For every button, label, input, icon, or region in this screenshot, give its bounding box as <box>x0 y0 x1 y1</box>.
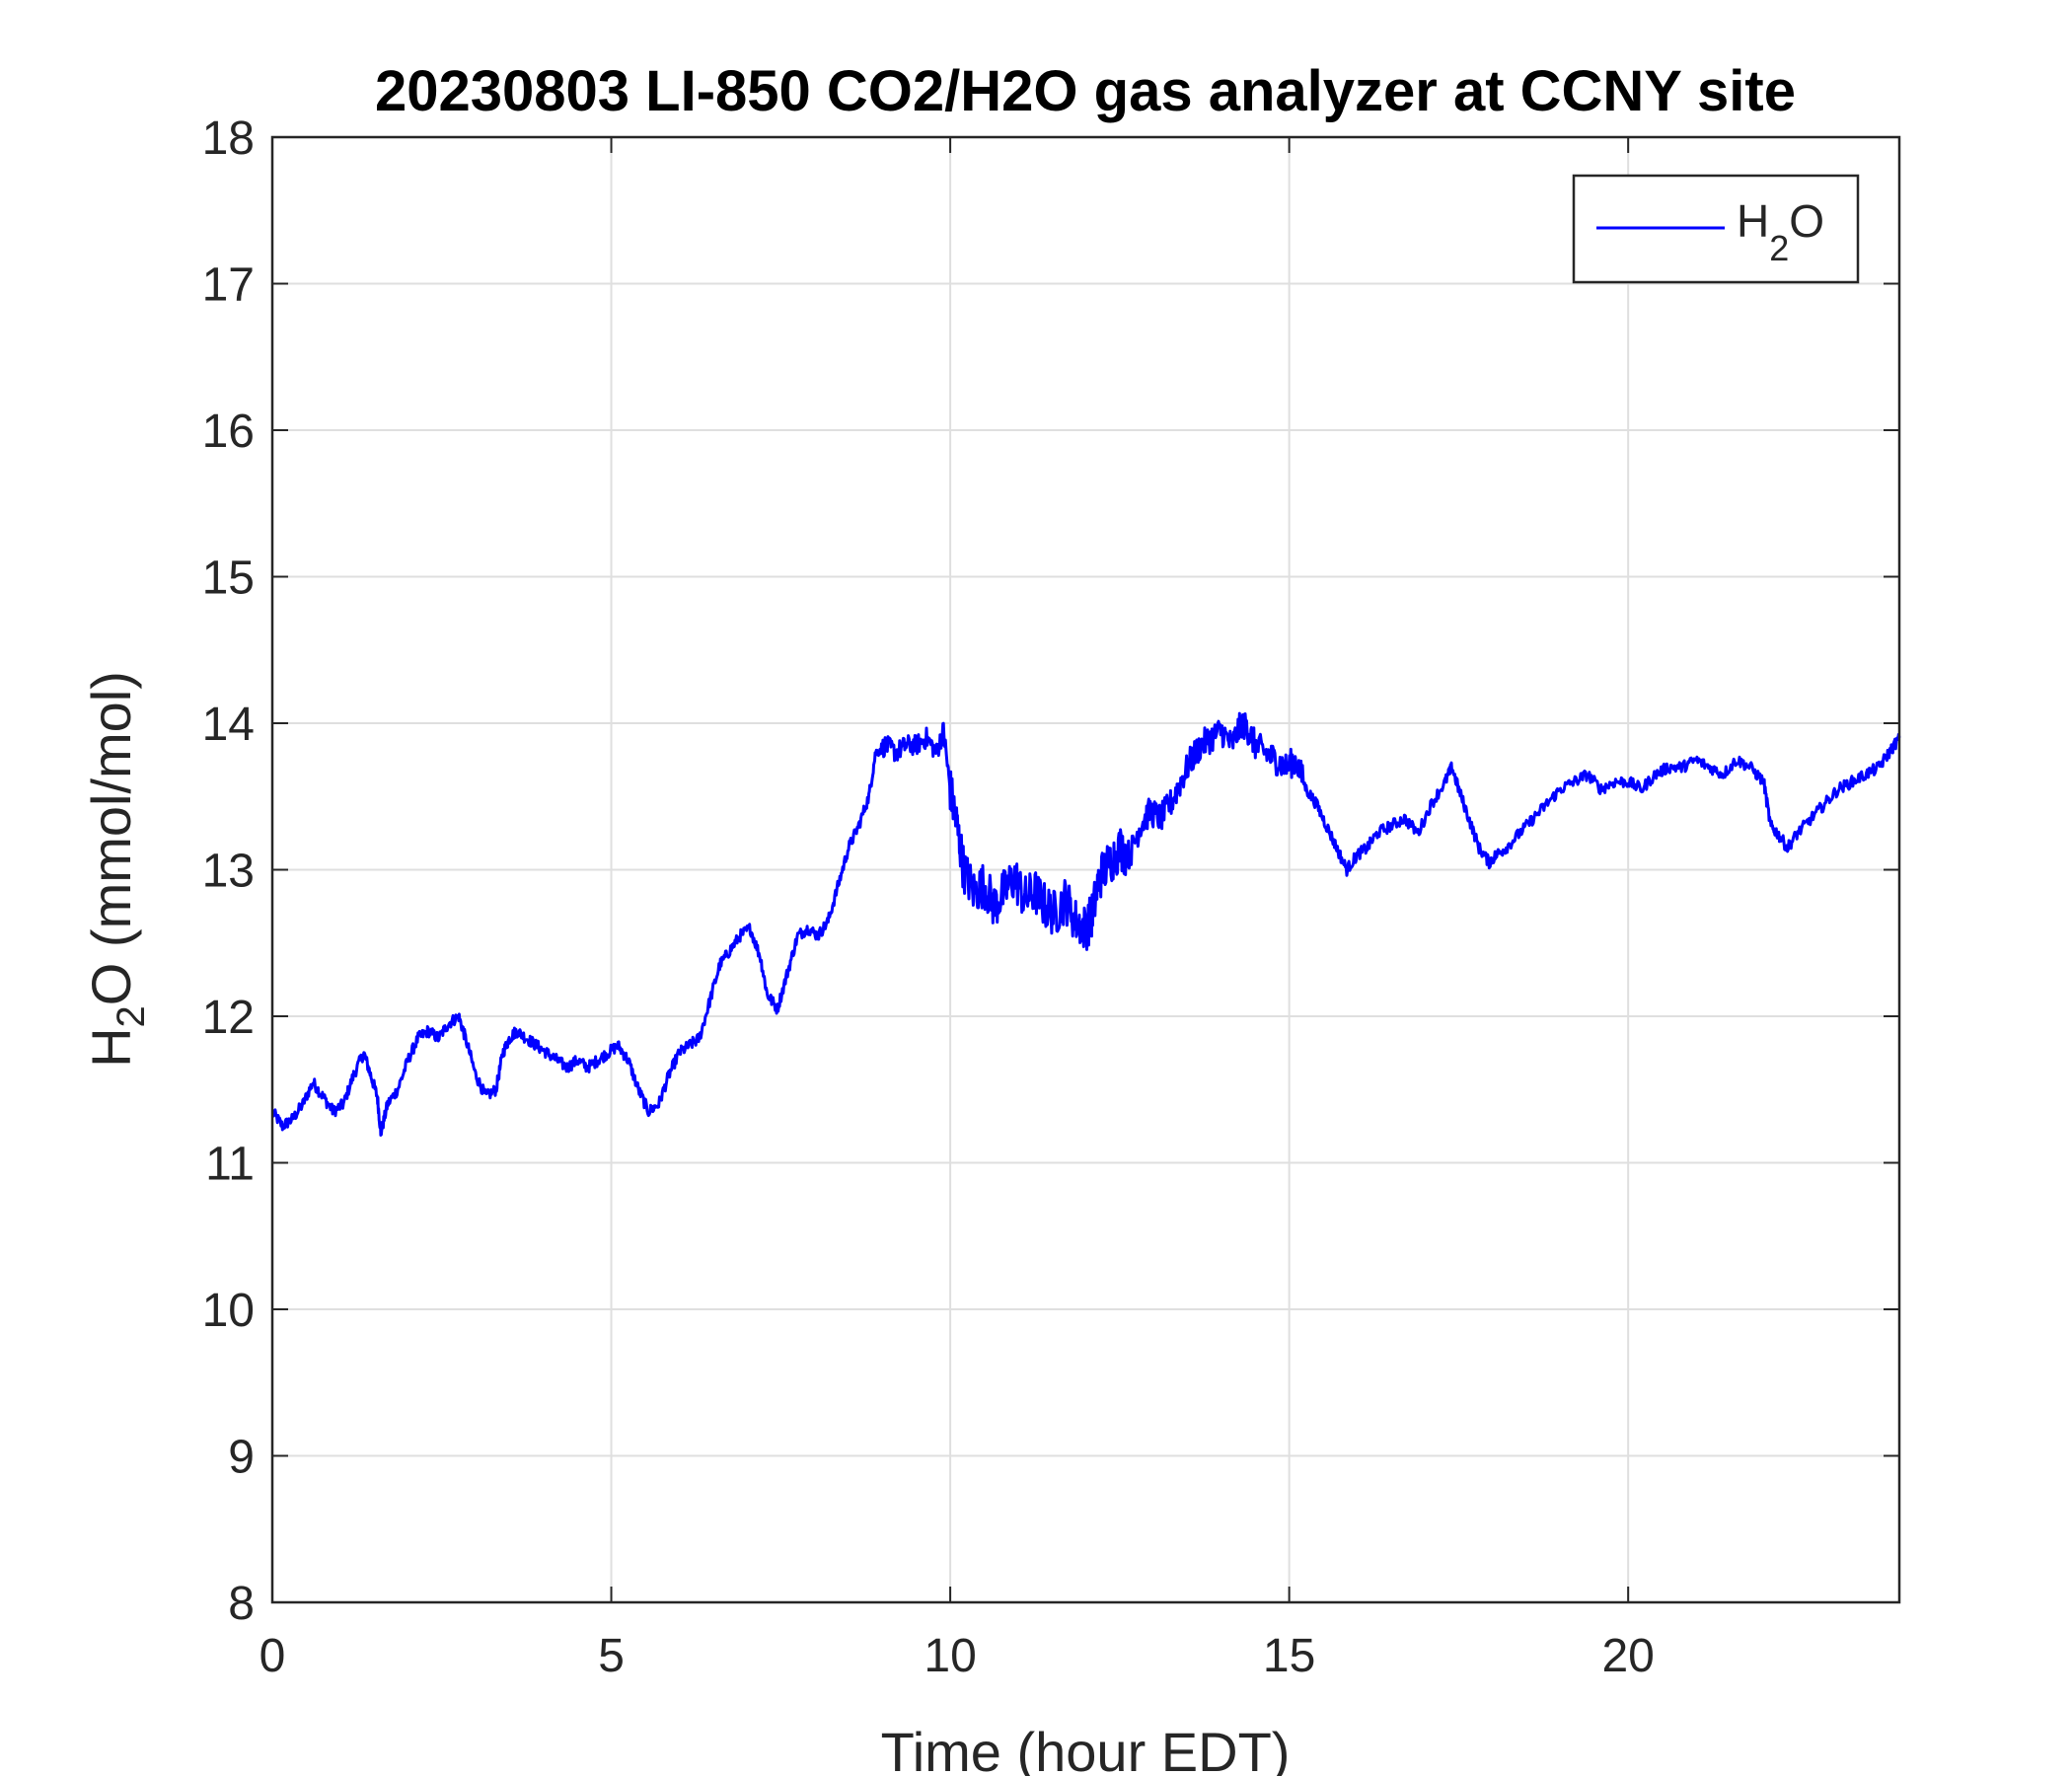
y-tick-label: 14 <box>202 699 255 751</box>
y-tick-label: 8 <box>228 1578 255 1630</box>
x-axis-label: Time (hour EDT) <box>881 1721 1291 1776</box>
x-tick-label: 15 <box>1263 1630 1315 1682</box>
y-tick-label: 17 <box>202 259 255 312</box>
h2o-series-line <box>270 711 1901 1137</box>
legend-label-post: O <box>1789 195 1824 247</box>
y-axis-label-post: O (mmol/mol) <box>80 671 142 1005</box>
y-tick-labels: 8 9 10 11 12 13 14 15 16 17 18 <box>202 112 255 1630</box>
y-tick-label: 10 <box>202 1285 255 1337</box>
legend-label-h2o: H2O <box>1737 195 1824 268</box>
y-axis-label-pre: H <box>80 1027 142 1067</box>
y-axis-label: H2O (mmol/mol) <box>80 671 153 1068</box>
legend: H2O <box>1572 174 1860 284</box>
y-tick-label: 15 <box>202 553 255 605</box>
x-tick-label: 0 <box>259 1630 286 1682</box>
y-tick-label: 11 <box>205 1139 255 1191</box>
y-tick-label: 9 <box>228 1432 255 1484</box>
y-tick-label: 12 <box>202 992 255 1044</box>
y-tick-label: 13 <box>202 846 255 898</box>
y-tick-label: 16 <box>202 406 255 458</box>
y-ticks <box>272 136 1899 1603</box>
x-tick-label: 20 <box>1601 1630 1654 1682</box>
chart-title: 20230803 LI-850 CO2/H2O gas analyzer at … <box>375 59 1796 123</box>
x-tick-label: 5 <box>598 1630 625 1682</box>
legend-label-sub: 2 <box>1769 228 1789 268</box>
x-tick-label: 10 <box>924 1630 976 1682</box>
x-ticks <box>271 137 1630 1602</box>
y-tick-label: 18 <box>202 112 255 165</box>
x-tick-labels: 0 5 10 15 20 <box>259 1630 1655 1682</box>
y-axis-label-sub: 2 <box>110 1005 153 1027</box>
legend-label-pre: H <box>1737 195 1769 247</box>
